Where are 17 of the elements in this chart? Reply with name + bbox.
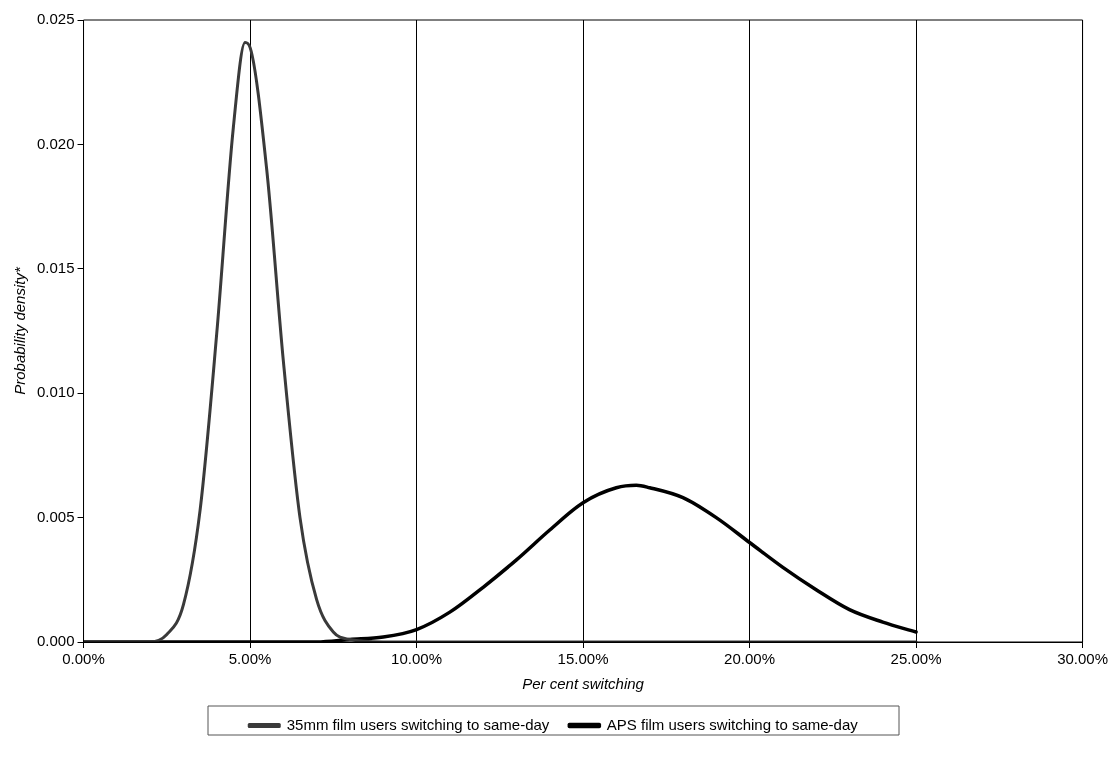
x-tick-label: 15.00% <box>557 650 609 668</box>
legend-label: 35mm film users switching to same-day <box>286 715 550 733</box>
y-axis-title: Probability density* <box>11 266 29 395</box>
y-tick-label: 0.010 <box>36 383 75 401</box>
x-tick-label: 5.00% <box>228 650 272 668</box>
y-tick-label: 0.015 <box>36 258 75 276</box>
y-tick-label: 0.020 <box>36 134 75 152</box>
x-tick-label: 25.00% <box>890 650 942 668</box>
y-tick-label: 0.005 <box>36 507 75 525</box>
x-axis-title: Per cent switching <box>522 675 645 693</box>
legend-label: APS film users switching to same-day <box>606 715 859 733</box>
x-tick-label: 10.00% <box>391 650 442 668</box>
y-tick-label: 0.000 <box>36 632 75 650</box>
x-tick-label: 0.00% <box>62 650 105 668</box>
x-tick-label: 30.00% <box>1057 650 1108 668</box>
x-tick-label: 20.00% <box>724 650 775 668</box>
y-tick-label: 0.025 <box>36 10 75 28</box>
